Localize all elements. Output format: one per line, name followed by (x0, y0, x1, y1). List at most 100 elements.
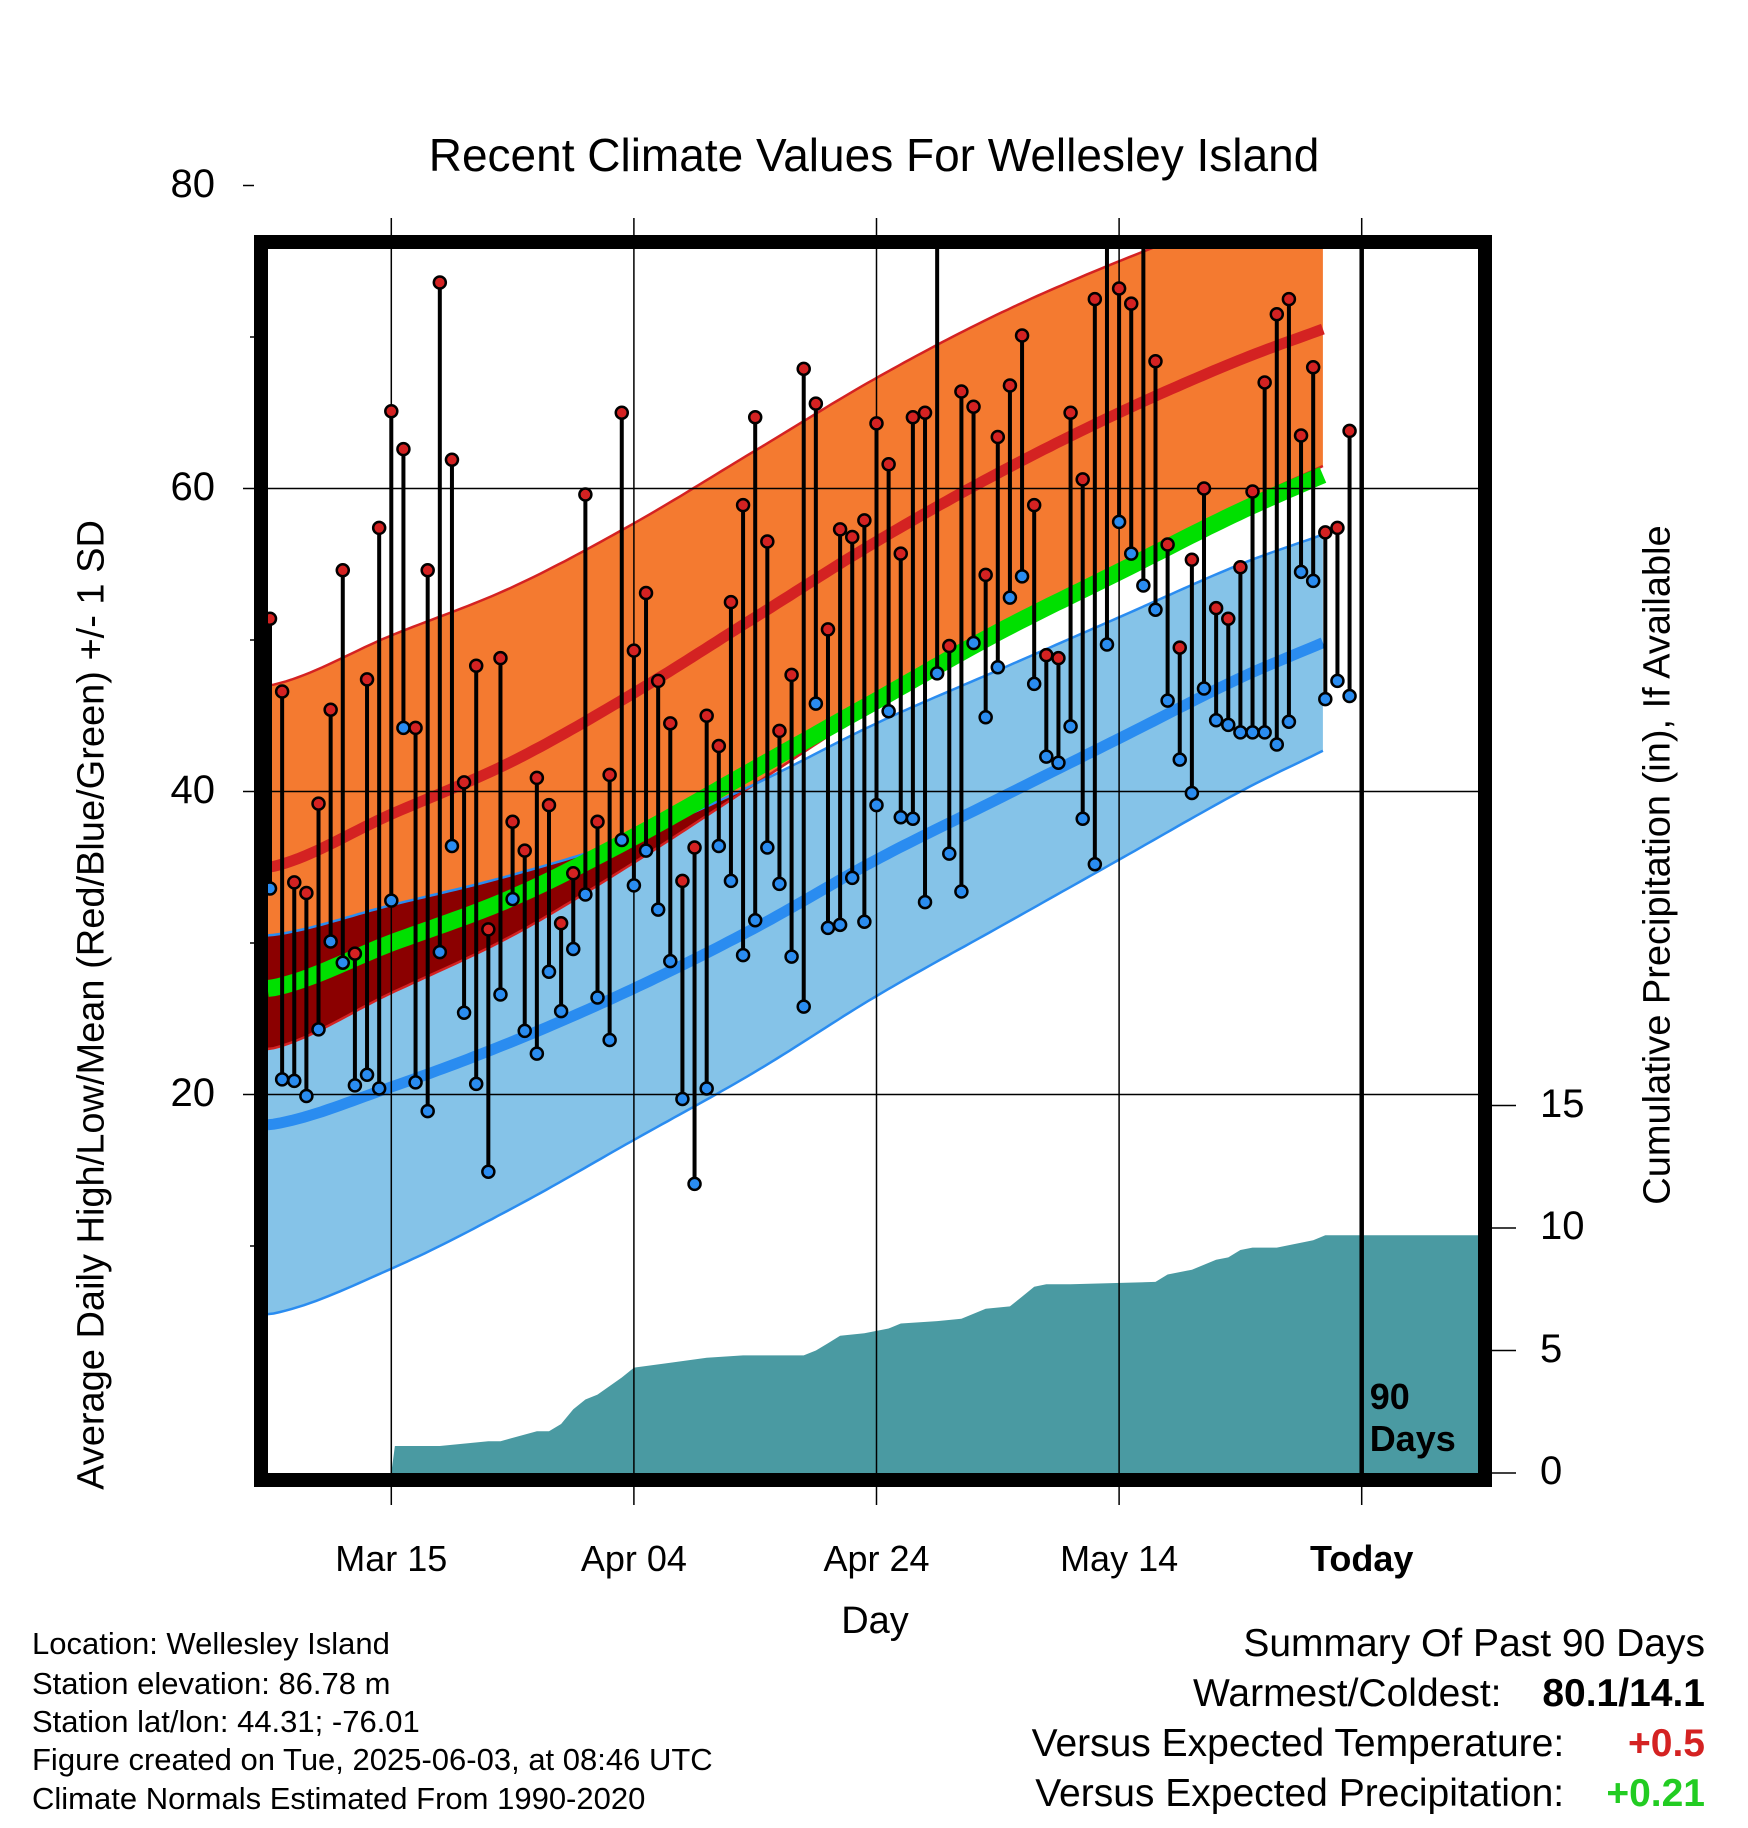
daily-high-point (432, 275, 448, 290)
daily-high-point (1123, 296, 1139, 311)
daily-high-point (566, 866, 581, 881)
daily-high-point (517, 843, 532, 858)
created-text: Figure created on Tue, 2025-06-03, at 08… (32, 1742, 713, 1777)
daily-high-point (1269, 307, 1285, 322)
daily-high-point (1063, 405, 1078, 420)
daily-high-point (420, 563, 435, 578)
daily-low-point (1221, 717, 1236, 733)
y-tick-label-20: 20 (170, 1070, 216, 1115)
daily-low-point (408, 1075, 423, 1090)
daily-high-point (1014, 328, 1030, 343)
daily-high-point (1172, 640, 1187, 655)
daily-low-point (966, 635, 981, 651)
daily-low-point (832, 917, 848, 933)
x-tick-label-apr-24: Apr 24 (823, 1538, 930, 1579)
daily-low-point (990, 660, 1006, 675)
daily-low-point (287, 1073, 302, 1089)
daily-high-point (444, 452, 460, 467)
days-window-label-line: Days (1369, 1418, 1456, 1460)
daily-low-point (578, 887, 593, 902)
daily-high-point (493, 650, 508, 666)
temperature-value: +0.5 (1628, 1722, 1705, 1765)
daily-low-point (1245, 725, 1260, 740)
daily-high-point (966, 399, 981, 414)
daily-low-point (820, 920, 836, 936)
daily-high-point (1257, 375, 1272, 390)
y2-tick-label-5: 5 (1540, 1326, 1563, 1371)
daily-high-point (1293, 428, 1309, 443)
daily-low-point (268, 881, 278, 896)
daily-high-point (820, 622, 836, 637)
daily-high-point (760, 534, 775, 549)
daily-low-point (760, 840, 775, 855)
daily-high-point (796, 361, 811, 377)
daily-low-point (905, 811, 921, 827)
daily-low-point (711, 838, 727, 854)
y2-tick-label-0: 0 (1540, 1449, 1563, 1493)
daily-low-point (723, 873, 739, 889)
daily-high-point (893, 546, 909, 561)
daily-high-point (1221, 611, 1236, 627)
daily-high-point (990, 429, 1006, 445)
daily-high-point (468, 658, 484, 674)
daily-high-point (1318, 525, 1333, 540)
daily-low-point (432, 944, 448, 960)
daily-high-point (1160, 537, 1175, 552)
daily-low-point (869, 797, 884, 813)
daily-low-point (1257, 725, 1272, 740)
daily-low-point (638, 843, 654, 858)
normal-mean-line (268, 467, 1327, 997)
daily-high-point (905, 410, 921, 425)
daily-high-point (359, 672, 375, 687)
daily-high-point (481, 922, 496, 937)
daily-low-point (1318, 691, 1333, 707)
daily-high-point (553, 916, 569, 931)
daily-low-point (650, 902, 666, 917)
daily-low-point (1305, 573, 1321, 589)
daily-high-point (529, 770, 545, 786)
daily-high-point (931, 192, 943, 204)
daily-high-point (772, 723, 787, 739)
daily-low-point (420, 1103, 435, 1119)
daily-high-point (711, 738, 727, 754)
daily-high-point (287, 875, 302, 890)
daily-high-point (699, 708, 714, 723)
plot-frame (254, 235, 1492, 1487)
daily-low-point (347, 1078, 363, 1093)
daily-high-point (1208, 600, 1224, 616)
y-tick-label-80: 80 (170, 161, 216, 206)
daily-high-point (268, 611, 278, 627)
daily-low-point (566, 941, 581, 957)
daily-low-point (1123, 546, 1139, 561)
x-axis-label: Day (841, 1600, 909, 1642)
daily-low-point (456, 1005, 472, 1020)
daily-high-point (650, 673, 666, 689)
daily-high-point (1330, 520, 1345, 536)
daily-low-point (663, 953, 678, 969)
daily-low-point (699, 1081, 714, 1096)
daily-high-point (505, 814, 520, 830)
daily-low-point (529, 1046, 545, 1061)
daily-high-point (323, 702, 338, 717)
daily-low-point (517, 1023, 532, 1039)
temperature-label: Versus Expected Temperature: (1031, 1722, 1565, 1765)
daily-low-point (1208, 713, 1224, 728)
daily-high-point (274, 684, 290, 699)
daily-low-point (893, 810, 909, 825)
high-upper-sd-line (268, 249, 1154, 687)
daily-low-point (1111, 514, 1127, 530)
daily-high-point (808, 396, 824, 411)
x-tick-label-mar-15: Mar 15 (335, 1538, 448, 1579)
daily-low-point (323, 934, 338, 949)
daily-low-point (1281, 714, 1297, 730)
daily-high-point (1305, 360, 1321, 375)
daily-high-point (578, 487, 593, 502)
daily-low-point (553, 1003, 569, 1019)
elevation-text: Station elevation: 86.78 m (32, 1666, 391, 1701)
daily-high-point (614, 405, 630, 420)
x-tick-label-today: Today (1310, 1538, 1414, 1579)
daily-low-point (396, 720, 411, 736)
daily-high-point (687, 840, 702, 855)
daily-low-point (1051, 755, 1066, 770)
daily-low-point (1330, 673, 1345, 689)
